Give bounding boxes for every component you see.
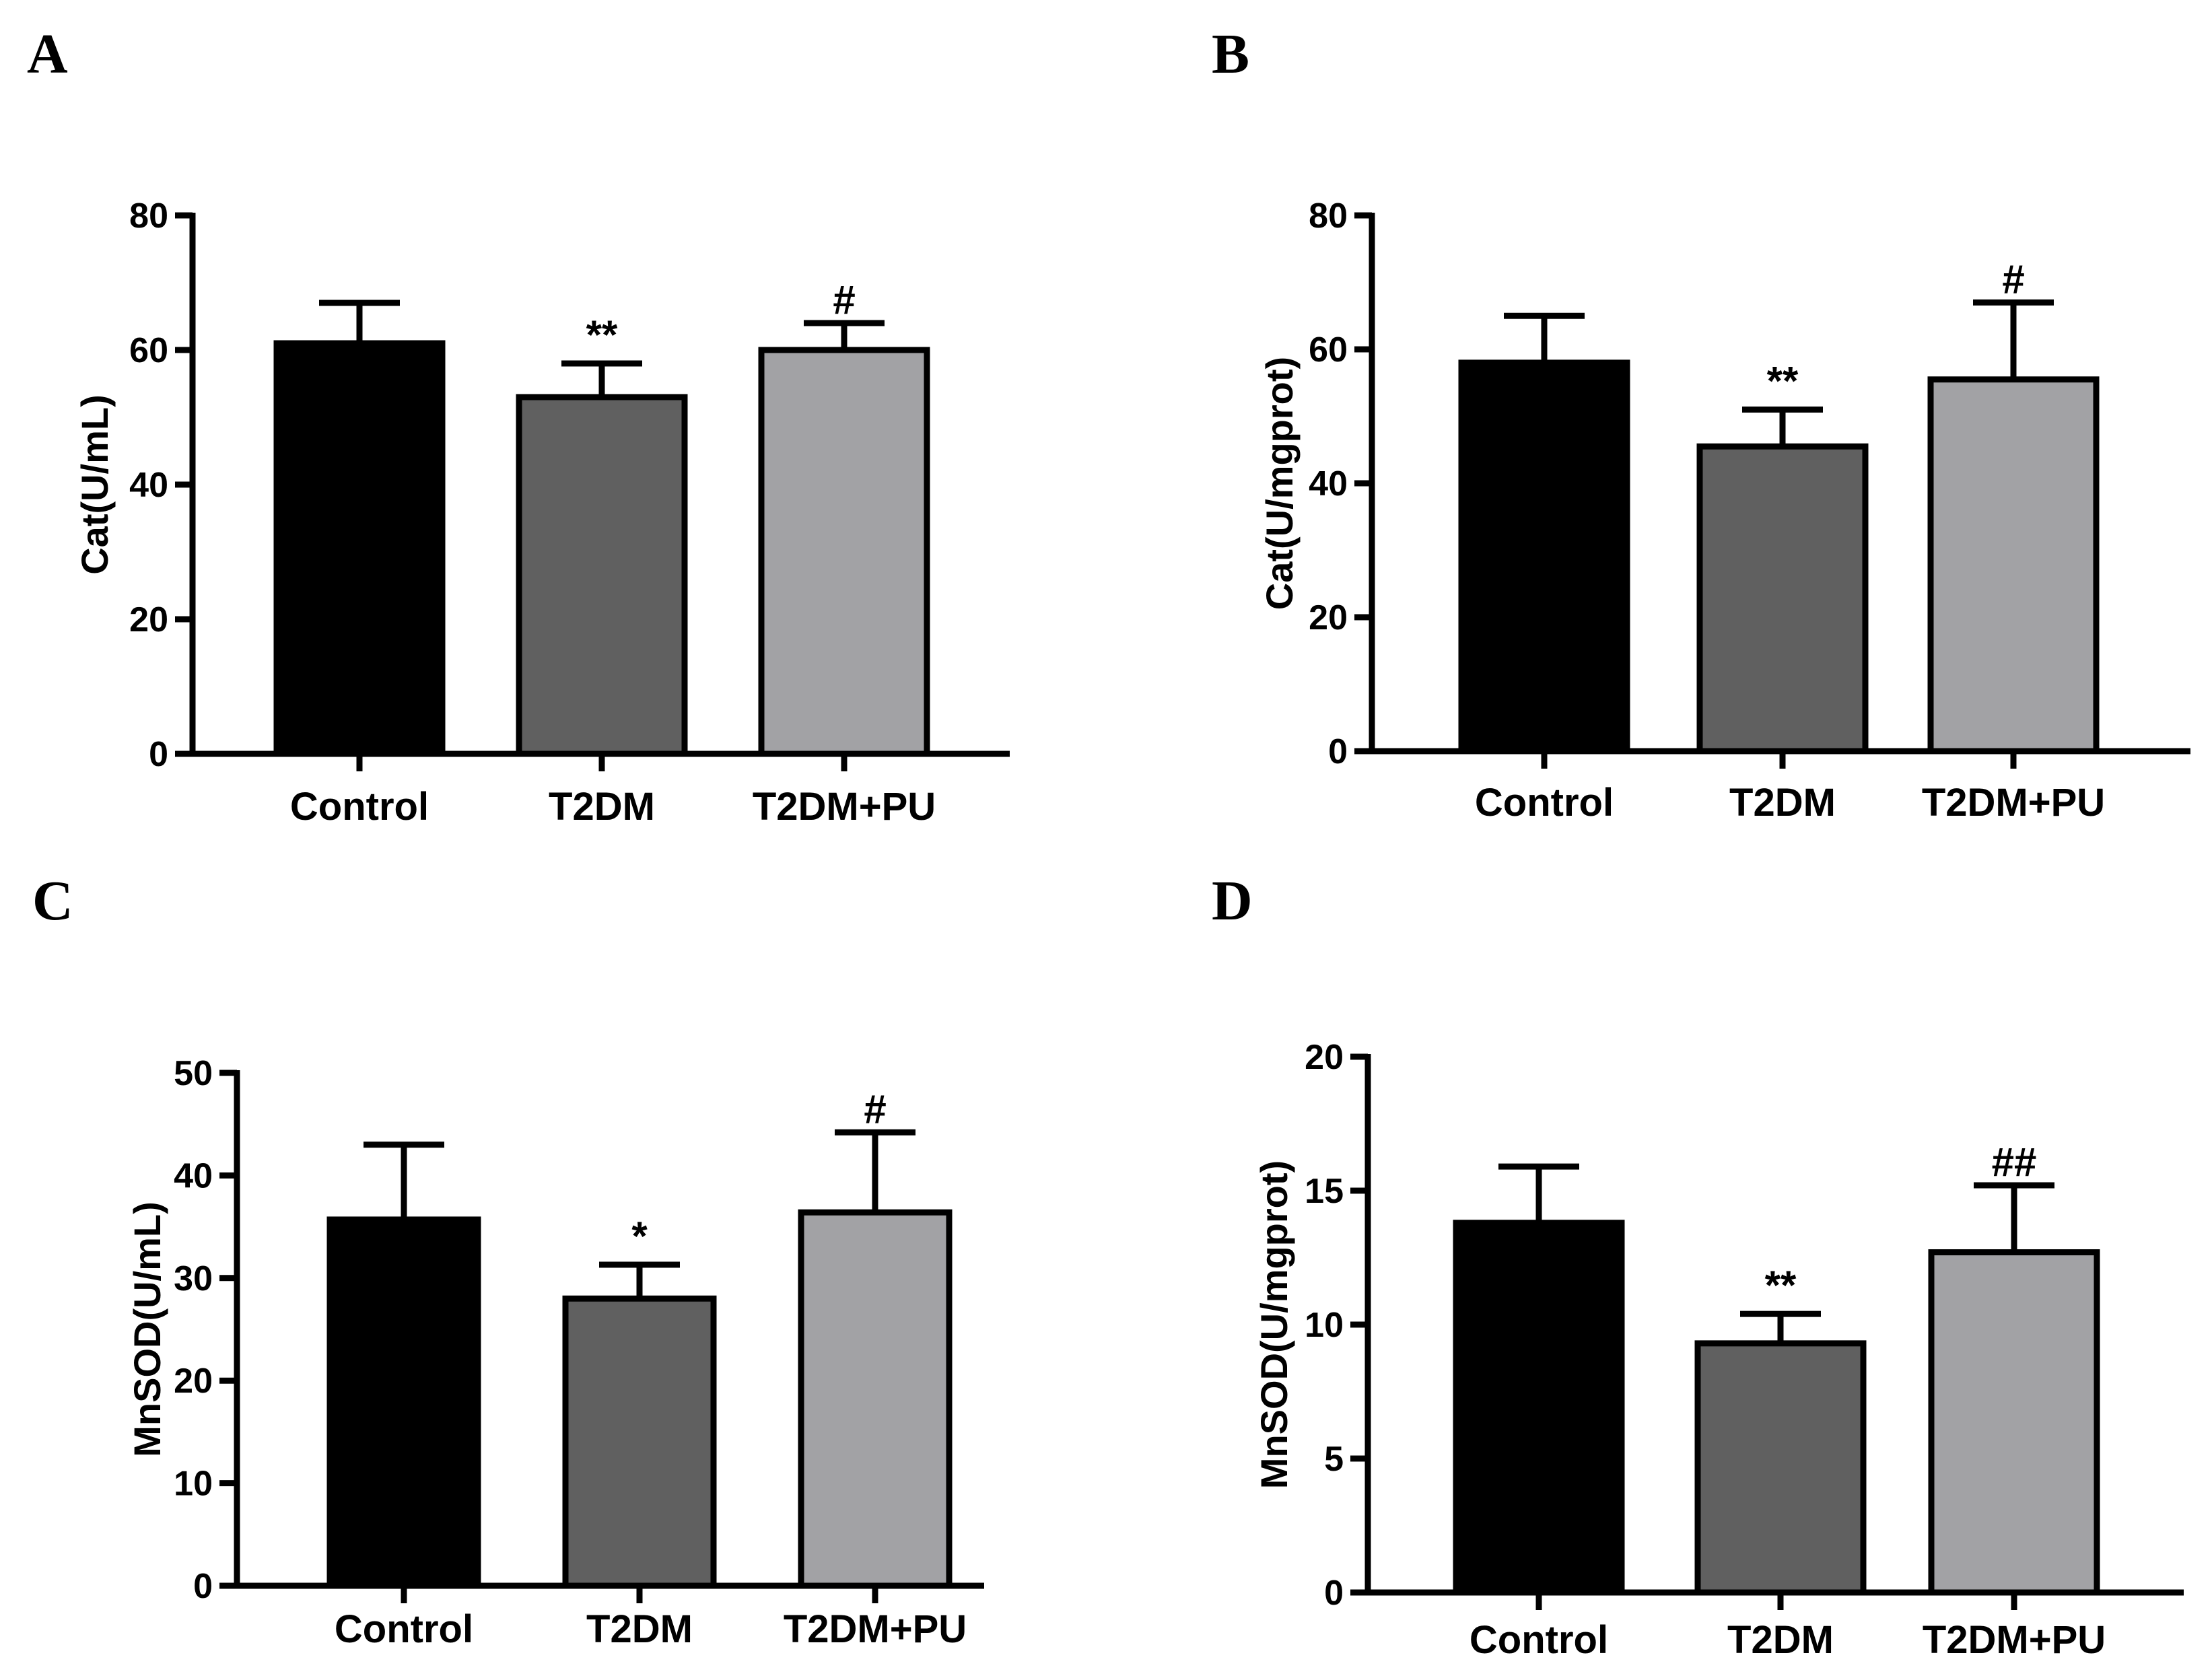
x-tick-label: T2DM+PU xyxy=(1922,781,2105,825)
y-tick-label: 60 xyxy=(129,331,168,370)
chart-panel-b: B Control ** T2DM # T2DM+PU 0 20 40 60 80 Cat(U/mgp… xyxy=(1212,23,2190,825)
y-tick-label: 0 xyxy=(149,735,168,774)
x-tick-label: T2DM xyxy=(549,785,655,829)
y-axis-title: MnSOD(U/mgprot) xyxy=(1253,1160,1295,1489)
significance-label: ## xyxy=(1992,1140,2037,1185)
bar-t2dm xyxy=(1696,443,1869,755)
y-tick-label: 80 xyxy=(129,197,168,236)
panel-letter: C xyxy=(32,870,73,932)
x-tick-label: T2DM xyxy=(586,1607,693,1651)
y-tick-label: 10 xyxy=(174,1465,213,1504)
bar-t2dm-pu xyxy=(798,1209,953,1589)
bar-control xyxy=(273,340,446,757)
bar-t2dm-pu xyxy=(758,347,930,757)
y-axis-title: Cat(U/mgprot) xyxy=(1258,357,1301,610)
y-tick-label: 20 xyxy=(174,1362,213,1401)
panel-letter: A xyxy=(27,23,68,85)
bar-control xyxy=(1453,1220,1625,1596)
significance-label: # xyxy=(864,1086,886,1131)
y-tick-label: 50 xyxy=(174,1054,213,1093)
x-tick-label: T2DM xyxy=(1727,1618,1834,1662)
x-tick-label: T2DM+PU xyxy=(784,1607,967,1651)
significance-label: # xyxy=(2002,256,2024,302)
x-tick-label: T2DM+PU xyxy=(753,785,936,829)
significance-label: ** xyxy=(1765,1263,1797,1308)
y-tick-label: 5 xyxy=(1324,1440,1344,1479)
significance-label: * xyxy=(631,1214,648,1259)
bar-control xyxy=(1458,359,1630,755)
bar-control xyxy=(326,1216,481,1589)
x-tick-label: Control xyxy=(290,785,429,829)
bar-t2dm xyxy=(1694,1340,1867,1596)
y-tick-label: 20 xyxy=(1309,598,1348,637)
chart-panel-c: C Control * T2DM # T2DM+PU 0 10 20 30 40 50 MnSOD(U/… xyxy=(32,870,984,1651)
x-tick-label: Control xyxy=(1475,781,1614,825)
y-axis-title: MnSOD(U/mL) xyxy=(126,1201,168,1457)
panel-letter: B xyxy=(1212,23,1249,85)
x-tick-label: Control xyxy=(335,1607,473,1651)
y-tick-label: 80 xyxy=(1309,197,1348,236)
significance-label: # xyxy=(833,277,855,322)
y-tick-label: 20 xyxy=(129,600,168,639)
y-tick-label: 0 xyxy=(1328,732,1348,771)
y-axis-title: Cat(U/mL) xyxy=(73,394,116,575)
y-tick-label: 30 xyxy=(174,1259,213,1298)
bar-t2dm-pu xyxy=(1928,1249,2100,1596)
y-tick-label: 40 xyxy=(129,466,168,505)
y-tick-label: 40 xyxy=(1309,464,1348,503)
bar-t2dm-pu xyxy=(1927,376,2100,755)
y-tick-label: 10 xyxy=(1305,1306,1344,1345)
panel-letter: D xyxy=(1212,870,1253,932)
bar-t2dm xyxy=(562,1295,717,1589)
x-tick-label: T2DM+PU xyxy=(1923,1618,2106,1662)
y-tick-label: 0 xyxy=(1324,1574,1344,1613)
chart-panel-d: D Control ** T2DM ## T2DM+PU 0 5 10 15 20 MnSOD(U/m… xyxy=(1212,870,2184,1662)
y-tick-label: 20 xyxy=(1305,1038,1344,1077)
y-tick-label: 0 xyxy=(193,1567,213,1606)
x-tick-label: Control xyxy=(1470,1618,1608,1662)
significance-label: ** xyxy=(1767,359,1799,404)
chart-panel-a: A Control ** T2DM # T2DM+PU 0 20 40 60 80 Cat(U/mL) xyxy=(27,23,1010,829)
y-tick-label: 60 xyxy=(1309,330,1348,370)
significance-label: ** xyxy=(586,312,618,357)
bar-t2dm xyxy=(516,394,688,757)
y-tick-label: 15 xyxy=(1305,1172,1344,1211)
y-tick-label: 40 xyxy=(174,1156,213,1195)
x-tick-label: T2DM xyxy=(1729,781,1836,825)
